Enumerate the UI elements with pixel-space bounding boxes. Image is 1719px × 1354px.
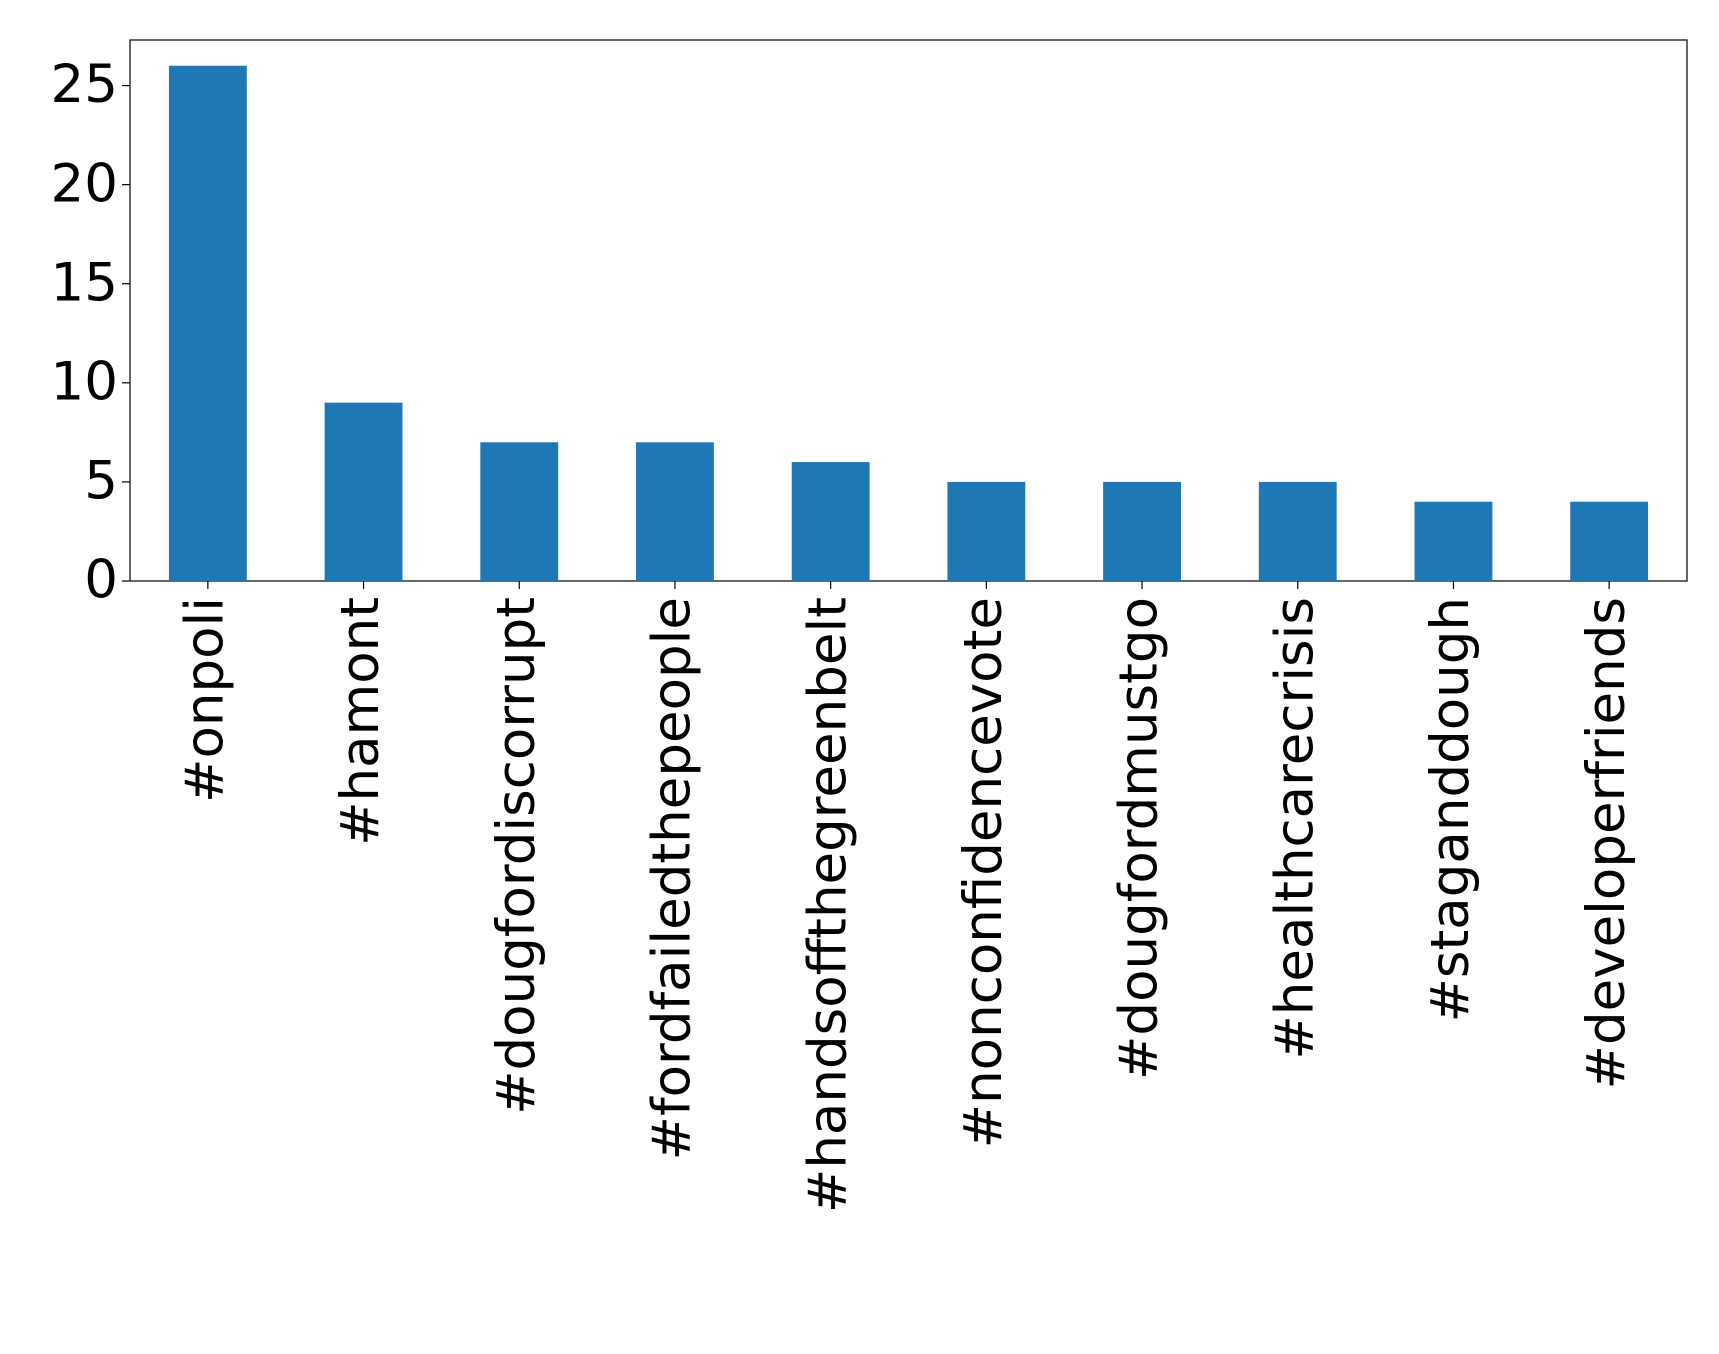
x-tick-label: #hamont [330, 597, 391, 846]
y-tick-label: 25 [51, 54, 118, 115]
bar [791, 462, 870, 581]
y-tick-label: 0 [84, 550, 118, 611]
y-tick-label: 15 [51, 252, 118, 313]
bar [1414, 501, 1493, 581]
bar [1570, 501, 1649, 581]
x-tick-label: #nonconfidencevote [953, 597, 1014, 1148]
bar [1258, 481, 1337, 581]
bar [480, 442, 559, 581]
bar [636, 442, 714, 581]
plot-frame [129, 39, 1688, 582]
y-tick-label: 20 [51, 153, 118, 214]
y-tick-label: 10 [51, 351, 118, 412]
x-tick-label: #dougfordmustgo [1109, 597, 1170, 1080]
x-tick-label: #staganddough [1420, 597, 1481, 1023]
bar [324, 402, 403, 581]
x-tick-label: #developerfriends [1576, 597, 1637, 1089]
x-tick-label: #onpoli [174, 597, 235, 803]
x-tick-label: #healthcarecrisis [1264, 597, 1325, 1060]
x-tick-label: #dougfordiscorrupt [486, 597, 547, 1115]
bar [947, 481, 1026, 581]
bar [1103, 481, 1181, 581]
x-tick-label: #handsoffthegreenbelt [797, 597, 858, 1213]
x-tick-label: #fordfailedthepeople [642, 597, 703, 1160]
bar [168, 65, 247, 581]
y-tick-label: 5 [84, 451, 118, 512]
